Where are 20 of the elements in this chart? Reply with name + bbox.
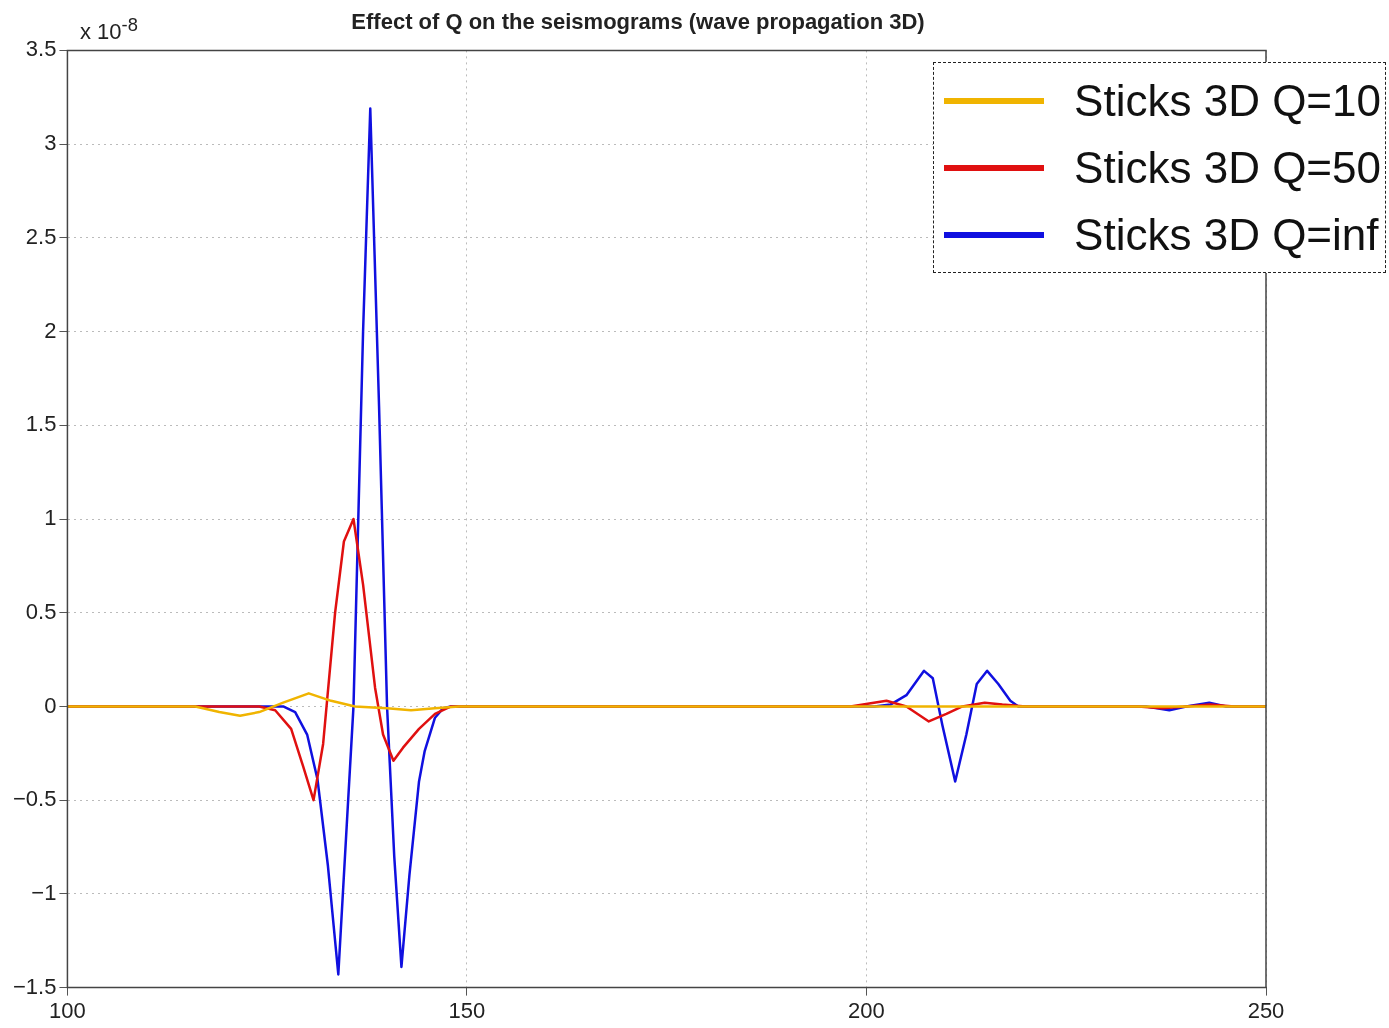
legend-label: Sticks 3D Q=inf xyxy=(1074,209,1379,260)
y-tick-label: −1.5 xyxy=(12,973,57,999)
x-tick-label: 100 xyxy=(49,997,86,1023)
y-tick-label: 3 xyxy=(44,130,57,156)
text: x 10$^{-8}$ xyxy=(80,14,138,46)
y-tick-label: 3.5 xyxy=(25,36,57,62)
x-tick-label: 250 xyxy=(1247,997,1285,1023)
y-tick-label: 1.5 xyxy=(25,411,57,437)
x-tick-label: 150 xyxy=(448,997,486,1023)
y-tick-label: 2 xyxy=(44,317,57,343)
chart-title: Effect of Q on the seismograms (wave propagation 3D) xyxy=(351,9,925,35)
y-tick-label: 2.5 xyxy=(25,223,57,249)
legend-label: Sticks 3D Q=10 xyxy=(1074,75,1381,126)
y-tick-label: 0 xyxy=(44,692,57,718)
x-tick-label: 200 xyxy=(848,997,885,1023)
y-tick-label: 1 xyxy=(44,505,57,531)
y-tick-label: −1 xyxy=(31,879,57,905)
y-tick-label: 0.5 xyxy=(25,598,57,624)
y-tick-label: −0.5 xyxy=(12,786,57,812)
legend-label: Sticks 3D Q=50 xyxy=(1074,142,1381,193)
